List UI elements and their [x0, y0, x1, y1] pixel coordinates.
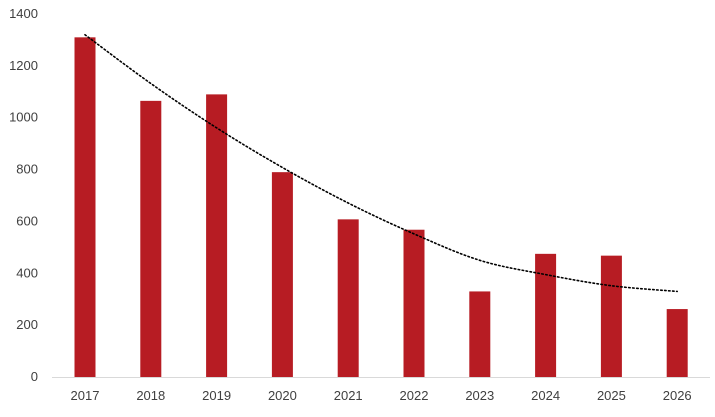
x-tick-label: 2021 — [334, 388, 363, 403]
trendline — [84, 33, 678, 293]
x-tick-label: 2025 — [597, 388, 626, 403]
x-tick-label: 2018 — [136, 388, 165, 403]
x-tick-label: 2019 — [202, 388, 231, 403]
bar-2021 — [337, 219, 359, 377]
bar-2022 — [403, 229, 425, 377]
y-tick-label: 1200 — [9, 58, 38, 73]
x-tick-label: 2017 — [71, 388, 100, 403]
bars — [74, 37, 688, 377]
bar-2026 — [666, 309, 688, 377]
y-tick-label: 800 — [16, 162, 38, 177]
bar-2020 — [271, 172, 293, 377]
x-axis-ticks: 2017 2018 2019 2020 2021 2022 2023 2024 2025 2026 — [71, 388, 692, 403]
y-axis-ticks: 0 200 400 600 800 1000 1200 1400 — [9, 6, 38, 384]
x-tick-label: 2020 — [268, 388, 297, 403]
bar-2025 — [600, 255, 622, 377]
y-tick-label: 400 — [16, 265, 38, 280]
x-tick-label: 2024 — [531, 388, 560, 403]
bar-2017 — [74, 37, 96, 377]
x-tick-label: 2023 — [465, 388, 494, 403]
y-tick-label: 1400 — [9, 6, 38, 21]
y-tick-label: 0 — [31, 369, 38, 384]
y-tick-label: 1000 — [9, 110, 38, 125]
x-tick-label: 2026 — [663, 388, 692, 403]
x-tick-label: 2022 — [400, 388, 429, 403]
bar-2023 — [469, 291, 491, 377]
bar-2024 — [535, 253, 557, 377]
bar-2018 — [140, 100, 162, 377]
y-tick-label: 200 — [16, 317, 38, 332]
y-tick-label: 600 — [16, 213, 38, 228]
bar-2019 — [206, 94, 228, 377]
